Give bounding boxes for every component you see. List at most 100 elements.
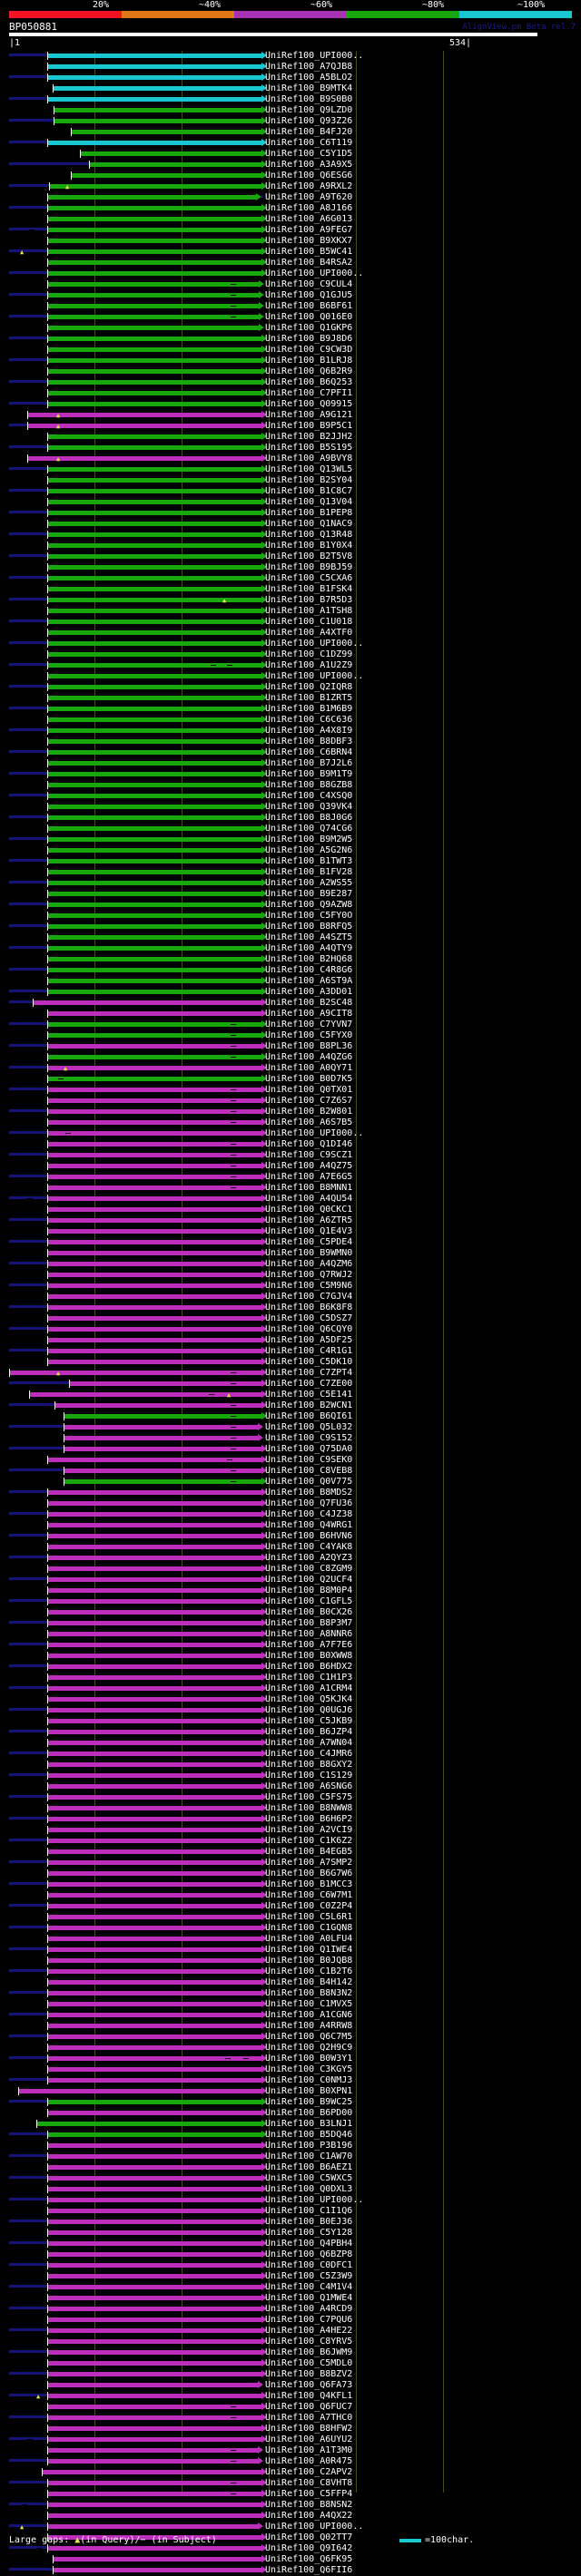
hit-label[interactable]: UniRef100_C1I1Q6 bbox=[265, 2206, 353, 2216]
hit-row[interactable]: UniRef100_C4YAK8 bbox=[0, 1542, 581, 1553]
hit-label[interactable]: UniRef100_B8NSN2 bbox=[265, 2500, 353, 2510]
hit-label[interactable]: UniRef100_C1U018 bbox=[265, 617, 353, 627]
hit-label[interactable]: UniRef100_C7PQU6 bbox=[265, 2315, 353, 2325]
hsp-bar[interactable] bbox=[47, 1577, 261, 1582]
hit-label[interactable]: UniRef100_A2QYZ3 bbox=[265, 1553, 353, 1563]
hit-label[interactable]: UniRef100_C5L6R1 bbox=[265, 1912, 353, 1922]
hit-label[interactable]: UniRef100_A4QZG6 bbox=[265, 1052, 353, 1062]
hit-label[interactable]: UniRef100_UPI000.. bbox=[265, 2195, 364, 2205]
hit-row[interactable]: ▲ UniRef100_C5E141 bbox=[0, 1390, 581, 1400]
hit-label[interactable]: UniRef100_B0EJ36 bbox=[265, 2217, 353, 2227]
hit-row[interactable]: UniRef100_C8YRV5 bbox=[0, 2337, 581, 2347]
hsp-bar[interactable] bbox=[47, 1098, 261, 1103]
hit-label[interactable]: UniRef100_B6JWM9 bbox=[265, 2347, 353, 2357]
hit-label[interactable]: UniRef100_Q4PBH4 bbox=[265, 2239, 353, 2249]
hsp-bar[interactable] bbox=[47, 772, 261, 776]
hit-label[interactable]: UniRef100_B5WC41 bbox=[265, 247, 353, 257]
hit-row[interactable]: UniRef100_C9SCZ1 bbox=[0, 1150, 581, 1161]
hit-label[interactable]: UniRef100_C0NMJ3 bbox=[265, 2075, 353, 2085]
hit-row[interactable]: UniRef100_A5G2N6 bbox=[0, 845, 581, 856]
hit-row[interactable]: UniRef100_C7GJV4 bbox=[0, 1292, 581, 1303]
hsp-bar[interactable] bbox=[47, 478, 261, 483]
hit-row[interactable]: UniRef100_Q0V775 bbox=[0, 1477, 581, 1488]
hit-row[interactable]: UniRef100_B8N3N2 bbox=[0, 1988, 581, 1999]
hsp-bar[interactable] bbox=[47, 750, 261, 755]
hsp-bar[interactable] bbox=[47, 2220, 261, 2224]
hit-label[interactable]: UniRef100_B0XPN1 bbox=[265, 2086, 353, 2096]
hit-label[interactable]: UniRef100_B6PD00 bbox=[265, 2108, 353, 2118]
hit-row[interactable]: UniRef100_A4XTF0 bbox=[0, 628, 581, 639]
hsp-bar[interactable] bbox=[47, 1131, 261, 1136]
hsp-bar[interactable] bbox=[47, 239, 261, 243]
hit-row[interactable]: UniRef100_B1M6B9 bbox=[0, 704, 581, 715]
hit-row[interactable]: UniRef100_A6ZTR5 bbox=[0, 1215, 581, 1226]
hit-label[interactable]: UniRef100_B9S0B0 bbox=[265, 94, 353, 104]
hit-row[interactable]: UniRef100_C9SEK0 bbox=[0, 1455, 581, 1466]
hsp-bar[interactable] bbox=[47, 2394, 261, 2398]
hit-label[interactable]: UniRef100_A1CGN6 bbox=[265, 2010, 353, 2020]
hit-label[interactable]: UniRef100_A9CIT8 bbox=[265, 1009, 353, 1019]
hit-label[interactable]: UniRef100_B6Q253 bbox=[265, 377, 353, 387]
hit-label[interactable]: UniRef100_C6W7M1 bbox=[265, 1890, 353, 1900]
hit-row[interactable]: UniRef100_Q1E4V3 bbox=[0, 1226, 581, 1237]
hsp-bar[interactable] bbox=[47, 1186, 261, 1190]
hsp-bar[interactable] bbox=[47, 511, 261, 515]
hsp-bar[interactable] bbox=[47, 1904, 261, 1908]
hit-row[interactable]: UniRef100_C7ZE00 bbox=[0, 1379, 581, 1390]
hsp-bar[interactable] bbox=[47, 489, 261, 493]
hit-row[interactable]: UniRef100_Q0CKC1 bbox=[0, 1205, 581, 1215]
hit-label[interactable]: UniRef100_B1ZRT5 bbox=[265, 693, 353, 703]
hit-label[interactable]: UniRef100_Q7RWJ2 bbox=[265, 1270, 353, 1280]
hit-label[interactable]: UniRef100_UPI000.. bbox=[265, 268, 364, 278]
hit-label[interactable]: UniRef100_C9CUL4 bbox=[265, 279, 353, 289]
hit-row[interactable]: UniRef100_B5DQ46 bbox=[0, 2130, 581, 2141]
hit-label[interactable]: UniRef100_A8J166 bbox=[265, 203, 353, 213]
hit-row[interactable]: UniRef100_A7WN04 bbox=[0, 1738, 581, 1749]
hsp-bar[interactable] bbox=[47, 609, 261, 613]
hit-row[interactable]: UniRef100_B6HDX2 bbox=[0, 1662, 581, 1673]
hit-row[interactable]: UniRef100_C5Z3W9 bbox=[0, 2271, 581, 2282]
hit-label[interactable]: UniRef100_Q09915 bbox=[265, 399, 353, 409]
hit-row[interactable]: UniRef100_B6HVN6 bbox=[0, 1531, 581, 1542]
hsp-bar[interactable] bbox=[47, 935, 261, 940]
hsp-bar[interactable] bbox=[47, 445, 261, 450]
hit-row[interactable]: UniRef100_C4R8G6 bbox=[0, 965, 581, 976]
hsp-bar[interactable] bbox=[47, 1817, 261, 1821]
hit-label[interactable]: UniRef100_B5DQ46 bbox=[265, 2130, 353, 2140]
hit-row[interactable]: UniRef100_B6H6P2 bbox=[0, 1814, 581, 1825]
hsp-bar[interactable] bbox=[47, 1675, 261, 1680]
hsp-bar[interactable] bbox=[47, 2285, 261, 2289]
hit-label[interactable]: UniRef100_C8VHT8 bbox=[265, 2478, 353, 2488]
hsp-bar[interactable] bbox=[47, 1207, 261, 1212]
hsp-bar[interactable] bbox=[47, 979, 261, 983]
hit-label[interactable]: UniRef100_C8YRV5 bbox=[265, 2337, 353, 2347]
hit-row[interactable]: UniRef100_A3A9X5 bbox=[0, 160, 581, 171]
hit-label[interactable]: UniRef100_C5DSZ7 bbox=[265, 1313, 353, 1323]
hit-row[interactable]: UniRef100_B8GZB8 bbox=[0, 780, 581, 791]
hit-row[interactable]: UniRef100_Q4WRG1 bbox=[0, 1520, 581, 1531]
hit-row[interactable]: UniRef100_Q0UGJ6 bbox=[0, 1705, 581, 1716]
hit-label[interactable]: UniRef100_A5DF25 bbox=[265, 1335, 353, 1345]
hit-label[interactable]: UniRef100_B7J2L6 bbox=[265, 758, 353, 768]
hsp-bar[interactable] bbox=[47, 1490, 261, 1495]
hsp-bar[interactable] bbox=[47, 54, 261, 58]
hsp-bar[interactable] bbox=[47, 859, 261, 864]
hit-row[interactable]: UniRef100_Q6BZP8 bbox=[0, 2249, 581, 2260]
hit-label[interactable]: UniRef100_A4RCD9 bbox=[265, 2304, 353, 2314]
hit-label[interactable]: UniRef100_C9CW3D bbox=[265, 345, 353, 355]
hsp-bar[interactable] bbox=[47, 913, 261, 918]
hit-row[interactable]: UniRef100_A4QU54 bbox=[0, 1194, 581, 1205]
hit-row[interactable]: UniRef100_C5PDE4 bbox=[0, 1237, 581, 1248]
hit-label[interactable]: UniRef100_A4X8I9 bbox=[265, 726, 353, 736]
hsp-bar[interactable] bbox=[47, 304, 259, 308]
hit-row[interactable]: UniRef100_C4XSQ0 bbox=[0, 791, 581, 802]
hit-row[interactable]: UniRef100_A7THC0 bbox=[0, 2413, 581, 2424]
hsp-bar[interactable] bbox=[47, 315, 259, 319]
hit-row[interactable]: UniRef100_B6JZP4 bbox=[0, 1727, 581, 1738]
hit-row[interactable]: UniRef100_Q016E0 bbox=[0, 312, 581, 323]
hit-label[interactable]: UniRef100_B6HDX2 bbox=[265, 1662, 353, 1672]
hsp-bar[interactable] bbox=[47, 1958, 261, 1963]
hsp-bar[interactable] bbox=[47, 1719, 261, 1723]
hsp-bar[interactable] bbox=[47, 2535, 261, 2540]
hit-label[interactable]: UniRef100_A1TSH8 bbox=[265, 606, 353, 616]
